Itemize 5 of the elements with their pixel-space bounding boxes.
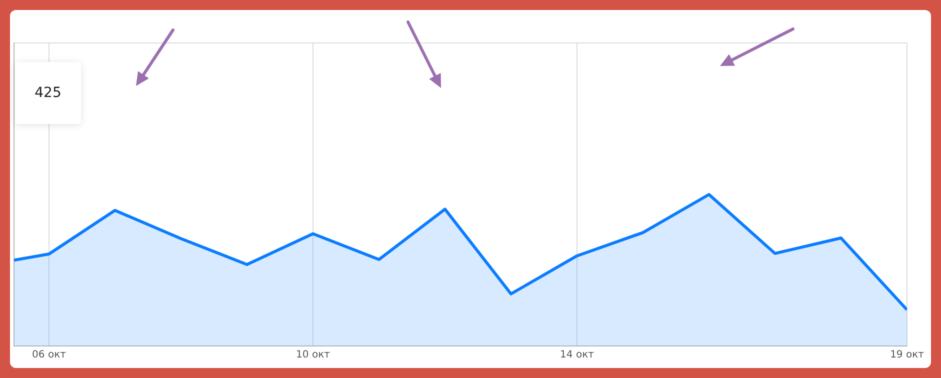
x-tick-label: 14 окт bbox=[560, 350, 594, 361]
text: 425 bbox=[15, 62, 81, 124]
x-tick-label: 06 окт bbox=[32, 350, 66, 361]
x-tick-label: 19 окт bbox=[890, 350, 924, 361]
x-tick-label: 10 окт bbox=[296, 350, 330, 361]
